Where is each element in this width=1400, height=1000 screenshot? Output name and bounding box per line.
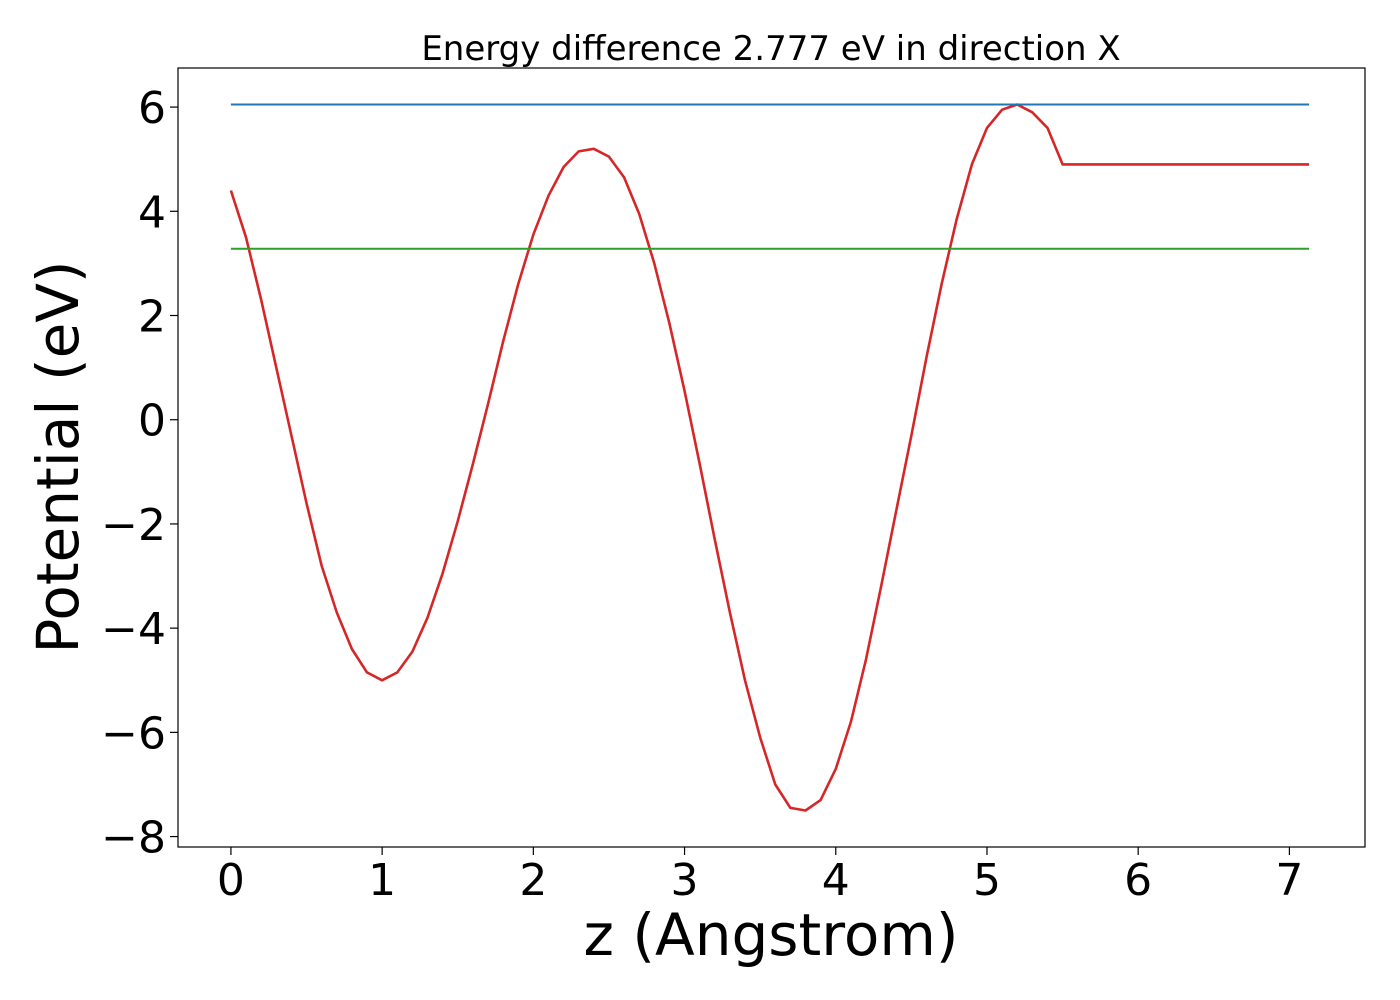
x-tick-label: 7 [1275, 855, 1303, 906]
x-tick-label: 4 [822, 855, 850, 906]
x-tick-label: 6 [1124, 855, 1152, 906]
x-axis-label: z (Angstrom) [584, 901, 959, 969]
series-line-0 [229, 103, 1310, 812]
y-tick-label: −8 [101, 813, 166, 864]
x-tick-label: 3 [671, 855, 699, 906]
y-tick-label: 0 [138, 396, 166, 447]
y-axis-ticks: 6 4 2 0 −2 −4 −6 −8 [101, 83, 178, 864]
plot-frame [177, 67, 1366, 848]
plot-lines [229, 103, 1310, 812]
y-tick-label: −4 [101, 604, 166, 655]
x-tick-label: 2 [519, 855, 547, 906]
y-tick-label: −6 [101, 708, 166, 759]
x-tick-label: 5 [973, 855, 1001, 906]
x-tick-label: 0 [217, 855, 245, 906]
y-tick-label: −2 [101, 500, 166, 551]
chart-title: Energy difference 2.777 eV in direction … [421, 29, 1120, 69]
y-axis-label: Potential (eV) [24, 260, 92, 653]
y-tick-label: 6 [138, 83, 166, 134]
x-tick-label: 1 [368, 855, 396, 906]
x-axis-ticks: 0 1 2 3 4 5 6 7 [217, 847, 1303, 906]
y-tick-label: 2 [138, 292, 166, 343]
y-tick-label: 4 [138, 187, 166, 238]
